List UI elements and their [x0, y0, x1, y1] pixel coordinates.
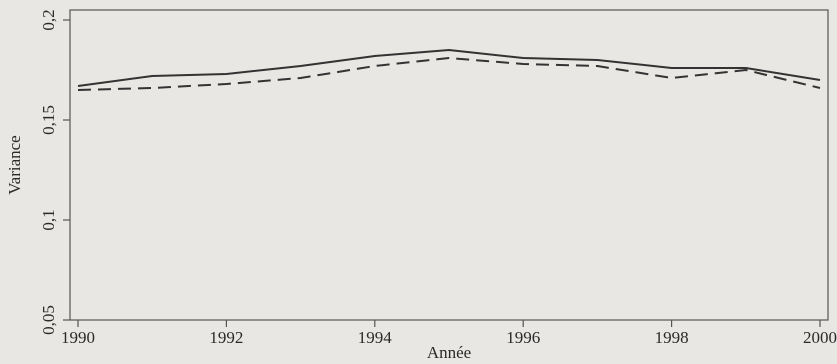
- x-tick-label: 1992: [209, 328, 243, 347]
- x-axis: 1990 1992 1994 1996 1998 2000: [61, 320, 837, 347]
- series-line-1: [77, 49, 821, 87]
- y-axis-title: Variance: [5, 135, 24, 194]
- x-tick-label: 2000: [803, 328, 837, 347]
- y-axis: 0,05 0,1 0,15 0,2: [39, 9, 70, 335]
- x-axis-title: Année: [427, 343, 471, 362]
- x-tick-label: 1998: [655, 328, 689, 347]
- plot-frame: [69, 9, 829, 321]
- y-tick-label: 0,15: [39, 105, 58, 135]
- series-line-2: [77, 57, 821, 91]
- x-tick-label: 1994: [358, 328, 393, 347]
- x-tick-label: 1990: [61, 328, 95, 347]
- y-tick-label: 0,05: [39, 305, 58, 335]
- series-layer: [77, 49, 821, 91]
- y-tick-label: 0,1: [39, 209, 58, 230]
- y-tick-label: 0,2: [39, 9, 58, 30]
- x-tick-label: 1996: [506, 328, 540, 347]
